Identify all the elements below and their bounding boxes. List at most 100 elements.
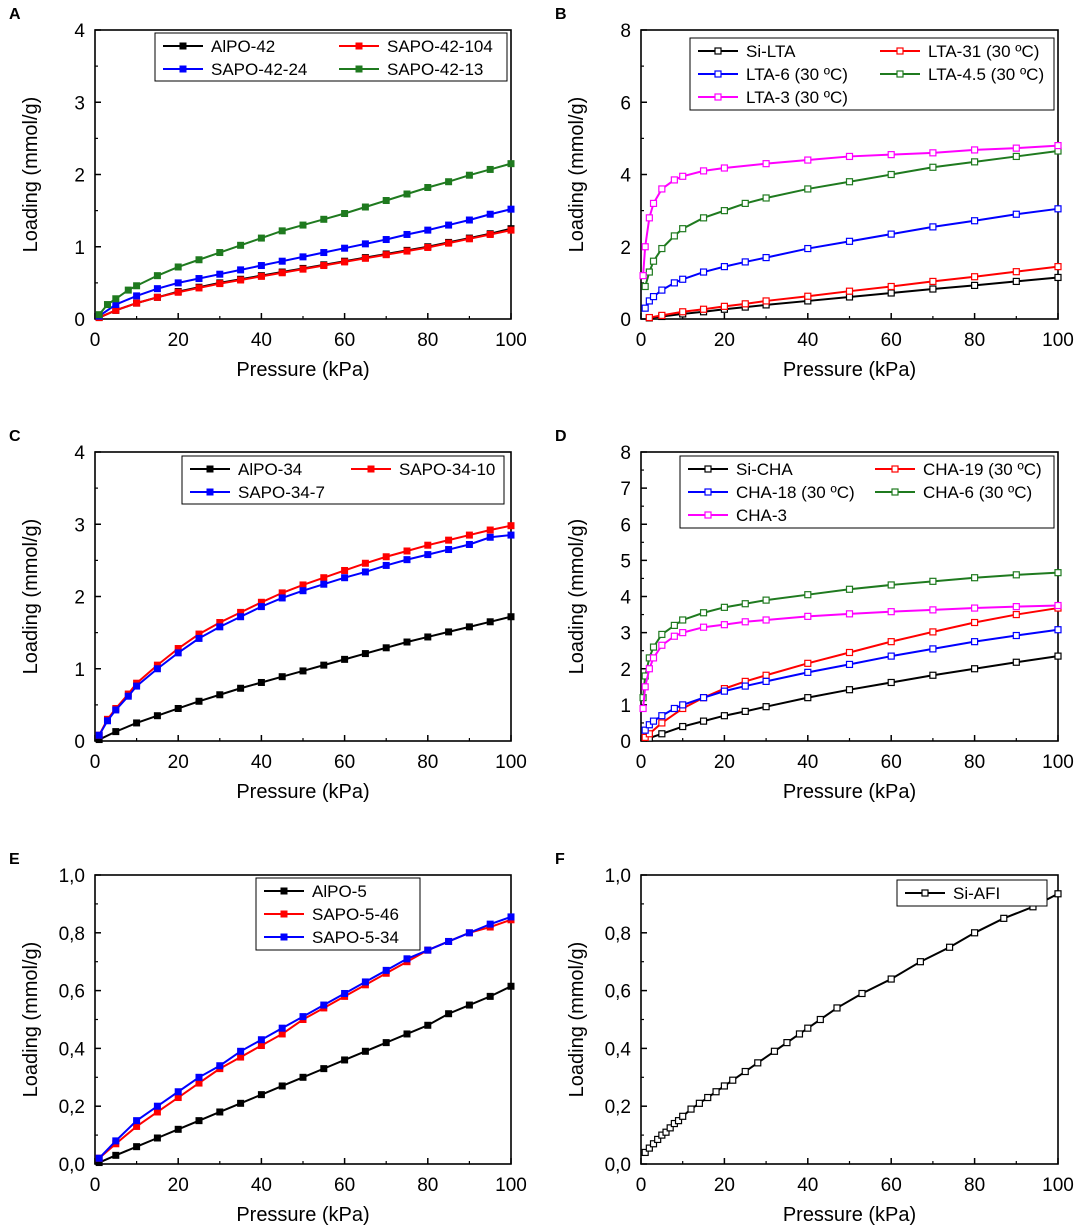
data-point xyxy=(741,618,749,626)
data-point xyxy=(341,1056,349,1064)
data-point xyxy=(845,293,854,301)
data-point xyxy=(666,1124,674,1132)
data-point xyxy=(804,659,812,667)
data-point xyxy=(929,577,937,585)
x-tick-label: 80 xyxy=(964,752,985,773)
data-point xyxy=(762,253,770,262)
data-point xyxy=(649,293,658,301)
data-point xyxy=(445,178,453,186)
series-sapo-42-104 xyxy=(95,226,515,322)
data-point xyxy=(174,288,182,296)
data-point xyxy=(645,268,653,276)
data-point xyxy=(403,547,411,555)
y-tick-label: 2 xyxy=(620,660,631,681)
y-tick-label: 7 xyxy=(620,479,631,500)
data-point xyxy=(320,1065,328,1073)
series-line xyxy=(642,144,1059,276)
legend: Si-CHA CHA-19 (30 ºC) CHA-18 (30 ºC) CHA-6 … xyxy=(679,455,1055,529)
y-tick-label: 2 xyxy=(74,588,85,609)
data-point xyxy=(741,682,749,690)
series-sapo-5-46 xyxy=(95,916,515,1162)
data-point xyxy=(195,697,203,705)
data-point xyxy=(216,280,224,288)
legend-marker xyxy=(367,465,375,473)
data-point xyxy=(674,1117,683,1125)
y-tick-label: 2 xyxy=(74,166,85,187)
x-axis-label: Pressure (kPa) xyxy=(783,781,916,803)
data-point xyxy=(929,628,937,636)
legend-box xyxy=(689,37,1055,111)
data-point xyxy=(649,717,658,725)
data-point xyxy=(465,216,473,224)
y-tick-label: 0,6 xyxy=(605,982,631,1003)
data-point xyxy=(741,199,749,207)
x-tick-label: 100 xyxy=(1042,752,1074,773)
data-point xyxy=(658,185,666,193)
data-point xyxy=(382,251,390,259)
data-point xyxy=(174,263,182,271)
data-point xyxy=(720,621,729,629)
data-point xyxy=(970,217,979,225)
x-tick-label: 100 xyxy=(495,752,527,773)
data-point xyxy=(237,684,245,692)
x-tick-label: 60 xyxy=(334,330,355,351)
y-tick-label: 0,8 xyxy=(605,924,631,945)
legend: Si-AFI xyxy=(896,879,1048,907)
data-point xyxy=(299,581,307,589)
data-point xyxy=(486,533,494,541)
data-point xyxy=(679,629,687,637)
data-point xyxy=(424,633,432,641)
data-point xyxy=(382,236,390,244)
data-point xyxy=(382,553,390,561)
series-line xyxy=(649,655,1059,740)
data-point xyxy=(720,603,729,611)
data-point xyxy=(699,305,708,313)
legend-label: CHA-18 (30 ºC) xyxy=(736,483,855,502)
y-tick-label: 8 xyxy=(620,443,631,464)
data-point xyxy=(1000,914,1008,922)
y-axis-label: Loading (mmol/g) xyxy=(566,942,588,1098)
legend-marker xyxy=(179,42,187,50)
data-point xyxy=(278,1024,286,1032)
data-point xyxy=(195,284,203,292)
data-point xyxy=(195,256,203,264)
series-cha-19-30-c- xyxy=(641,604,1062,741)
data-point xyxy=(1054,273,1062,282)
data-point xyxy=(641,304,649,312)
x-tick-label: 60 xyxy=(334,1175,355,1196)
data-point xyxy=(754,1059,762,1067)
data-point xyxy=(153,1108,161,1116)
data-point xyxy=(1054,263,1062,271)
data-point xyxy=(382,644,390,652)
data-point xyxy=(887,289,895,297)
data-point xyxy=(720,1082,729,1090)
data-point xyxy=(195,275,203,283)
data-point xyxy=(641,243,649,251)
data-point xyxy=(649,257,658,265)
x-tick-label: 100 xyxy=(495,330,527,351)
data-point xyxy=(649,654,658,662)
series-sapo-42-24 xyxy=(95,205,515,320)
y-tick-label: 0,4 xyxy=(59,1039,86,1060)
data-point xyxy=(174,279,182,287)
panel-e: E 0 20 40 60 80 100 0,0 0,2 0,4 0,6 0,8 1,0 Pressure … xyxy=(9,851,527,1226)
data-point xyxy=(804,668,812,676)
data-point xyxy=(670,232,678,240)
legend-label: LTA-6 (30 ºC) xyxy=(746,65,848,84)
legend-marker xyxy=(704,488,712,496)
data-point xyxy=(695,1099,703,1107)
data-point xyxy=(916,958,924,966)
legend-box xyxy=(154,32,508,82)
data-point xyxy=(658,244,666,253)
data-point xyxy=(445,239,453,247)
data-point xyxy=(645,730,653,738)
x-tick-label: 40 xyxy=(797,1175,818,1196)
data-point xyxy=(133,292,141,300)
data-point xyxy=(195,1117,203,1125)
series-cha-18-30-c- xyxy=(641,626,1062,734)
data-point xyxy=(445,628,453,636)
data-point xyxy=(687,1105,695,1113)
data-point xyxy=(257,678,265,686)
y-tick-label: 6 xyxy=(620,515,631,536)
data-point xyxy=(845,686,854,694)
